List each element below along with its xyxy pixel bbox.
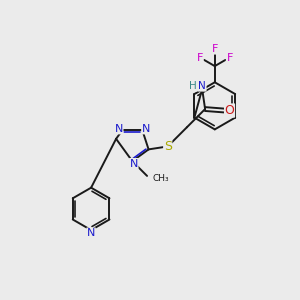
Text: CH₃: CH₃ <box>153 174 169 183</box>
Text: N: N <box>130 158 138 169</box>
Text: N: N <box>87 228 95 238</box>
Text: F: F <box>212 44 218 54</box>
Text: N: N <box>198 81 206 91</box>
Text: O: O <box>225 104 235 117</box>
Text: F: F <box>197 52 203 62</box>
Text: H: H <box>190 81 197 91</box>
Text: S: S <box>164 140 172 153</box>
Text: F: F <box>226 52 233 62</box>
Text: N: N <box>142 124 150 134</box>
Text: N: N <box>115 124 123 134</box>
